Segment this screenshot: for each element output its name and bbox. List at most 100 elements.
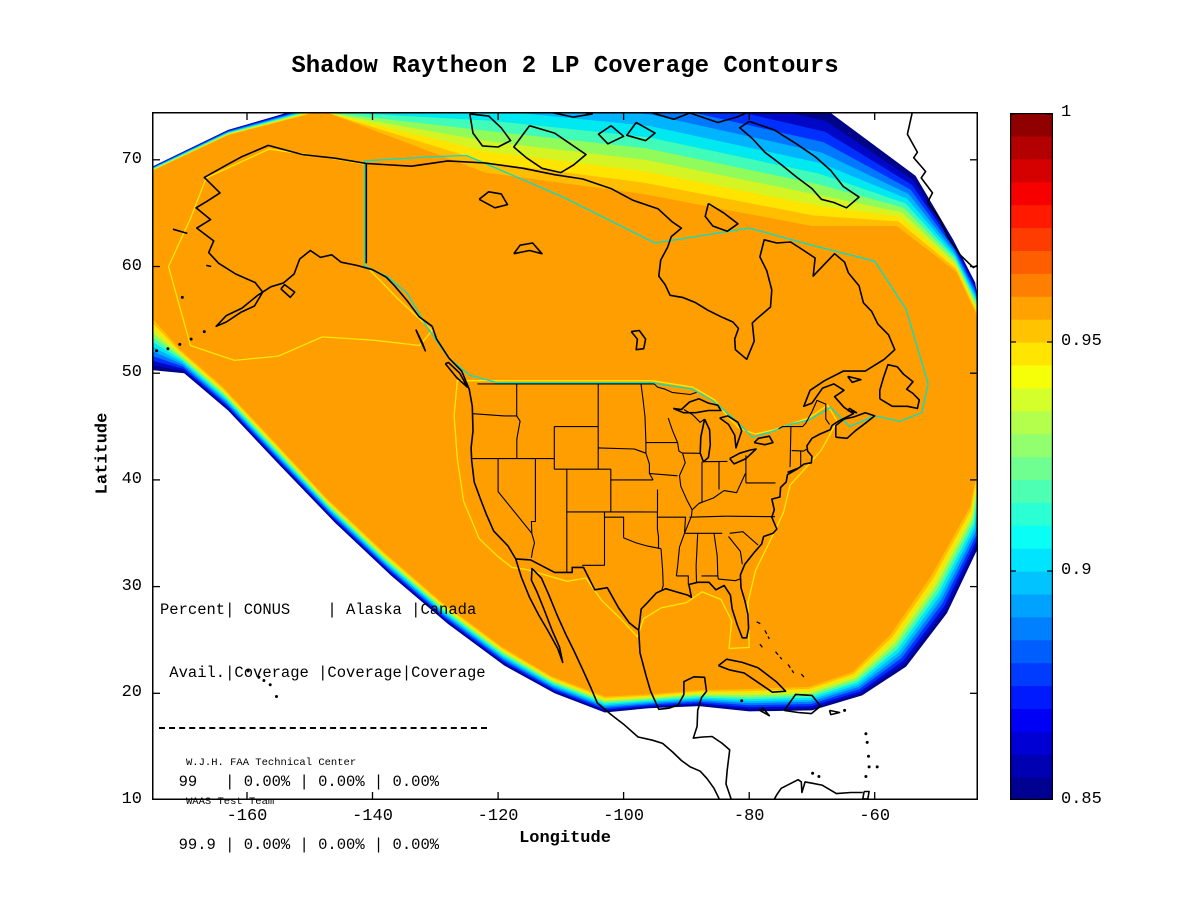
coastline-path [280, 283, 296, 299]
y-tick-label-40: 40 [121, 469, 142, 489]
credit-line-1: W.J.H. FAA Technical Center [186, 757, 357, 769]
coastline-path [753, 435, 774, 446]
island-dot [740, 699, 744, 703]
colorbar-step [1010, 158, 1053, 183]
colorbar-step [1010, 227, 1053, 251]
x-axis-label: Longitude [519, 829, 611, 848]
state-border-path [729, 531, 759, 546]
island-chain-path [764, 630, 770, 640]
plot-frame [152, 112, 978, 800]
stats-header-row-1: Percent| CONUS | Alaska |Canada [160, 601, 477, 619]
colorbar-step [1010, 364, 1053, 389]
coverage-stats-table: Percent| CONUS | Alaska |Canada Avail.|C… [159, 558, 487, 900]
x-tick-label--140: -140 [352, 807, 393, 826]
coastline-path [431, 326, 721, 800]
island-dot [843, 708, 847, 712]
coastline-path [759, 707, 771, 717]
credit-text: W.J.H. FAA Technical Center WAAS Test Te… [186, 731, 356, 835]
colorbar-step [1010, 593, 1053, 618]
coastline-path [626, 121, 656, 142]
island-chain-dashed-layer [756, 621, 806, 679]
state-border-path [676, 575, 689, 585]
state-border-path [660, 548, 664, 590]
island-chain-path [759, 643, 765, 651]
coastline-path [699, 418, 712, 463]
state-border-path [516, 383, 521, 459]
coastline-path [444, 361, 469, 388]
y-tick-label-50: 50 [121, 363, 142, 383]
stats-row-99-9: 99.9 | 0.00% | 0.00% | 0.00% [160, 836, 440, 854]
coastline-path [862, 790, 870, 800]
state-border-path [701, 575, 741, 582]
coastline-path [787, 467, 799, 474]
coastline-path [783, 693, 822, 715]
x-tick-label--160: -160 [226, 807, 268, 826]
state-border-path [657, 516, 687, 534]
island-dot [202, 330, 206, 334]
island-dot [262, 679, 266, 682]
state-border-path [656, 512, 660, 549]
coastline-path [835, 411, 876, 440]
island-dot [864, 732, 868, 736]
island-chain-path [775, 651, 783, 660]
coastline-path [415, 329, 427, 352]
island-chain-path [787, 664, 795, 674]
contour-bands [152, 112, 978, 713]
colorbar-step [1010, 525, 1053, 549]
y-tick-label-20: 20 [121, 683, 142, 703]
colorbar-step [1010, 731, 1053, 755]
state-border-path [713, 533, 719, 576]
colorbar-step [1010, 387, 1053, 412]
state-border-layer [471, 383, 830, 590]
colorbar-step [1010, 456, 1053, 480]
colorbar-step [1010, 273, 1053, 297]
coastline-path [828, 709, 841, 716]
coastline-path [515, 558, 640, 631]
state-border-path [691, 473, 746, 511]
coastline-path [672, 398, 722, 414]
island-chain-path [756, 621, 764, 626]
colorbar-step [1010, 548, 1053, 572]
state-border-path [667, 417, 679, 443]
island-dot [180, 295, 184, 299]
y-tick-label-10: 10 [121, 790, 142, 809]
colorbar-step [1010, 296, 1053, 320]
coastline-path [648, 112, 693, 121]
coastline-path [717, 658, 787, 693]
island-dot [275, 695, 278, 698]
y-tick-label-70: 70 [121, 149, 142, 169]
colorbar-step [1010, 685, 1053, 709]
state-border-path [683, 409, 705, 423]
x-tick-label--120: -120 [477, 807, 519, 826]
colorbar-tick-label-0.85: 0.85 [1061, 790, 1102, 809]
coverage-map-svg [152, 112, 978, 800]
island-dot [867, 754, 870, 758]
alaska-boundary-line [167, 148, 434, 362]
island-dot [166, 347, 170, 351]
colorbar-step [1010, 502, 1053, 526]
colorbar-step [1010, 708, 1053, 732]
stats-dashed-separator [159, 727, 487, 729]
coastline-path [719, 415, 743, 449]
state-border-path [530, 458, 536, 558]
coastline-path [172, 228, 188, 235]
state-border-path [472, 413, 517, 417]
colorbar-tick-label-1: 1 [1061, 103, 1072, 122]
state-border-path [689, 515, 727, 518]
state-border-path [653, 383, 697, 396]
x-tick-label--80: -80 [733, 807, 765, 826]
coastline-path [195, 144, 433, 328]
colorbar-step [1010, 410, 1053, 435]
coastline-path [772, 778, 863, 800]
state-border-path [677, 442, 693, 517]
coastline-path [597, 125, 625, 145]
x-tick-label--60: -60 [859, 807, 891, 826]
coastline-path [469, 113, 512, 148]
coastline-path [206, 264, 212, 268]
map-plot-area [152, 112, 978, 800]
y-tick-label-60: 60 [121, 256, 142, 276]
island-dot [864, 775, 868, 778]
state-border-path [728, 536, 743, 565]
island-dot [811, 771, 815, 775]
